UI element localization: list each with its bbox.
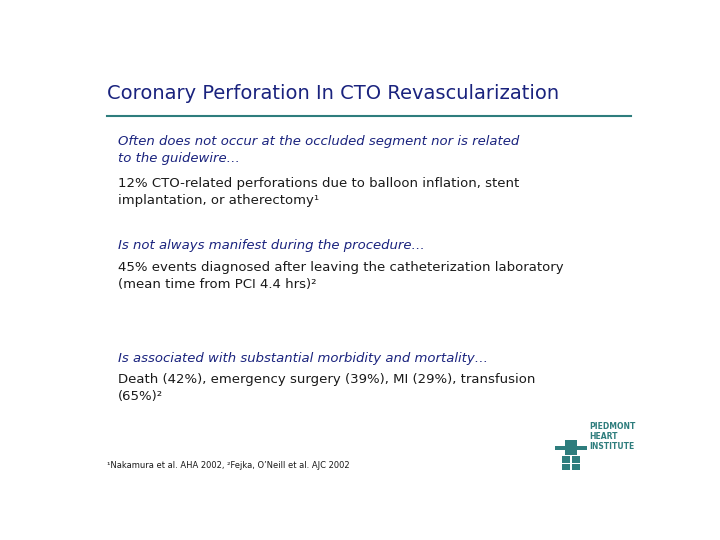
Text: ¹Nakamura et al. AHA 2002, ²Fejka, O’Neill et al. AJC 2002: ¹Nakamura et al. AHA 2002, ²Fejka, O’Nei… bbox=[107, 461, 349, 470]
Bar bbox=[572, 456, 580, 463]
Bar bbox=[555, 446, 587, 450]
Text: Is associated with substantial morbidity and mortality…: Is associated with substantial morbidity… bbox=[118, 352, 488, 365]
Text: PIEDMONT
HEART
INSTITUTE: PIEDMONT HEART INSTITUTE bbox=[590, 422, 636, 451]
Bar bbox=[572, 464, 580, 470]
Text: 12% CTO-related perforations due to balloon inflation, stent
implantation, or at: 12% CTO-related perforations due to ball… bbox=[118, 177, 519, 207]
Text: 45% events diagnosed after leaving the catheterization laboratory
(mean time fro: 45% events diagnosed after leaving the c… bbox=[118, 261, 564, 291]
Bar bbox=[565, 440, 577, 455]
Text: Coronary Perforation In CTO Revascularization: Coronary Perforation In CTO Revasculariz… bbox=[107, 84, 559, 103]
Bar bbox=[562, 464, 570, 470]
Text: Death (42%), emergency surgery (39%), MI (29%), transfusion
(65%)²: Death (42%), emergency surgery (39%), MI… bbox=[118, 373, 535, 403]
Text: Often does not occur at the occluded segment nor is related
to the guidewire…: Often does not occur at the occluded seg… bbox=[118, 136, 519, 165]
Bar bbox=[562, 456, 570, 463]
Text: Is not always manifest during the procedure…: Is not always manifest during the proced… bbox=[118, 239, 425, 252]
